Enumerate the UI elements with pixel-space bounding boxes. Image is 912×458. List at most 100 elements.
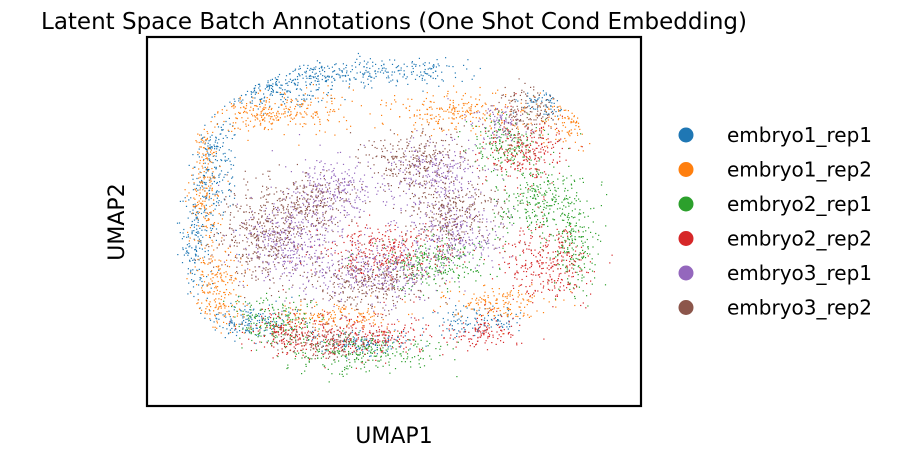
point-embryo2_rep1 xyxy=(410,366,412,368)
point-embryo2_rep1 xyxy=(527,113,529,115)
point-embryo2_rep1 xyxy=(527,225,529,227)
point-embryo1_rep2 xyxy=(191,212,194,214)
point-embryo2_rep1 xyxy=(557,250,559,252)
point-embryo1_rep1 xyxy=(229,195,231,197)
point-embryo1_rep1 xyxy=(281,96,283,98)
point-embryo1_rep1 xyxy=(267,80,269,82)
point-embryo2_rep1 xyxy=(444,272,447,274)
point-embryo2_rep1 xyxy=(404,295,406,297)
point-embryo2_rep1 xyxy=(588,227,590,229)
point-embryo1_rep1 xyxy=(279,325,281,327)
point-embryo1_rep1 xyxy=(420,74,422,76)
point-embryo2_rep1 xyxy=(458,275,460,277)
point-embryo1_rep2 xyxy=(440,297,442,299)
point-embryo2_rep2 xyxy=(312,336,315,338)
point-embryo2_rep2 xyxy=(513,149,515,151)
point-embryo1_rep1 xyxy=(337,334,340,336)
point-embryo2_rep2 xyxy=(355,340,357,342)
point-embryo2_rep1 xyxy=(497,189,499,191)
point-embryo1_rep2 xyxy=(454,128,456,130)
point-embryo2_rep2 xyxy=(372,343,374,345)
point-embryo2_rep2 xyxy=(531,236,533,238)
point-embryo1_rep2 xyxy=(470,308,472,310)
point-embryo1_rep2 xyxy=(502,300,504,302)
point-embryo2_rep2 xyxy=(576,286,578,288)
point-embryo1_rep2 xyxy=(198,225,200,227)
point-embryo1_rep1 xyxy=(275,78,277,80)
point-embryo2_rep2 xyxy=(322,354,324,356)
point-embryo1_rep1 xyxy=(384,352,386,354)
point-embryo1_rep2 xyxy=(452,118,454,120)
point-embryo2_rep1 xyxy=(360,368,362,370)
point-embryo2_rep2 xyxy=(276,342,278,344)
point-embryo1_rep2 xyxy=(559,105,561,107)
point-embryo2_rep1 xyxy=(554,197,556,199)
point-embryo2_rep1 xyxy=(388,361,390,363)
point-embryo2_rep1 xyxy=(570,203,572,205)
point-embryo2_rep2 xyxy=(501,148,503,150)
point-embryo2_rep2 xyxy=(567,252,569,254)
point-embryo1_rep1 xyxy=(187,217,189,219)
point-embryo2_rep1 xyxy=(537,186,539,188)
point-embryo2_rep2 xyxy=(532,274,534,276)
point-embryo1_rep1 xyxy=(432,311,434,314)
point-embryo1_rep1 xyxy=(437,312,439,314)
point-embryo2_rep2 xyxy=(525,155,527,158)
point-embryo1_rep2 xyxy=(211,270,213,272)
point-embryo2_rep1 xyxy=(338,335,340,337)
point-embryo1_rep2 xyxy=(348,321,350,323)
point-embryo1_rep1 xyxy=(200,241,202,243)
point-embryo1_rep1 xyxy=(198,240,200,242)
point-embryo2_rep2 xyxy=(539,276,541,278)
point-embryo1_rep2 xyxy=(557,119,559,121)
point-embryo1_rep1 xyxy=(204,210,206,212)
point-embryo2_rep2 xyxy=(386,328,388,330)
point-embryo1_rep1 xyxy=(367,344,369,346)
point-embryo2_rep1 xyxy=(492,144,494,146)
point-embryo2_rep2 xyxy=(540,132,542,134)
point-embryo2_rep1 xyxy=(392,353,394,355)
point-embryo2_rep1 xyxy=(412,273,414,276)
point-embryo2_rep1 xyxy=(429,266,431,268)
point-embryo1_rep2 xyxy=(319,320,321,323)
point-embryo1_rep2 xyxy=(501,122,503,124)
point-embryo1_rep2 xyxy=(311,317,314,319)
point-embryo1_rep1 xyxy=(275,82,277,84)
point-embryo2_rep1 xyxy=(543,213,545,215)
point-embryo1_rep2 xyxy=(231,106,233,108)
point-embryo1_rep1 xyxy=(409,339,411,341)
point-embryo2_rep1 xyxy=(426,274,428,276)
point-embryo1_rep2 xyxy=(225,271,227,273)
point-embryo2_rep1 xyxy=(518,145,520,148)
point-embryo1_rep2 xyxy=(216,123,218,125)
point-embryo2_rep2 xyxy=(521,143,523,145)
point-embryo2_rep1 xyxy=(564,252,566,254)
point-embryo1_rep1 xyxy=(506,307,508,309)
point-embryo1_rep1 xyxy=(197,219,199,221)
point-embryo2_rep2 xyxy=(538,274,540,276)
point-embryo1_rep2 xyxy=(323,314,325,316)
point-embryo2_rep1 xyxy=(458,258,461,260)
point-embryo1_rep2 xyxy=(525,293,527,295)
point-embryo2_rep1 xyxy=(441,240,443,242)
point-embryo1_rep1 xyxy=(215,205,217,207)
point-embryo1_rep2 xyxy=(214,116,216,118)
point-embryo2_rep2 xyxy=(514,156,516,158)
point-embryo2_rep2 xyxy=(527,151,529,153)
point-embryo2_rep2 xyxy=(526,248,528,250)
point-embryo1_rep2 xyxy=(327,85,329,87)
point-embryo1_rep1 xyxy=(437,63,439,65)
point-embryo2_rep1 xyxy=(490,121,492,123)
point-embryo1_rep2 xyxy=(239,102,241,104)
point-embryo1_rep1 xyxy=(383,64,385,66)
point-embryo1_rep2 xyxy=(381,122,383,124)
point-embryo2_rep1 xyxy=(554,239,556,241)
point-embryo1_rep1 xyxy=(382,72,385,74)
point-embryo1_rep1 xyxy=(321,65,323,67)
point-embryo1_rep1 xyxy=(391,71,393,73)
point-embryo1_rep2 xyxy=(373,319,375,321)
point-embryo2_rep2 xyxy=(501,170,503,172)
point-embryo2_rep2 xyxy=(325,345,327,347)
point-embryo1_rep2 xyxy=(283,108,285,110)
point-embryo2_rep1 xyxy=(264,334,266,337)
